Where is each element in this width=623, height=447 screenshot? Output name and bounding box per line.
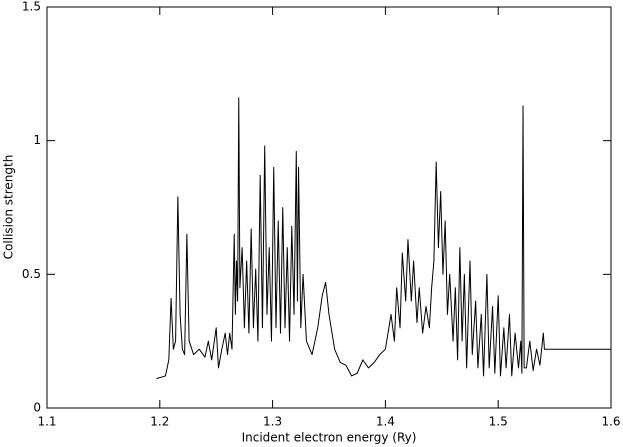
- x-tick-label: 1.4: [376, 415, 395, 429]
- y-axis-label: Collision strength: [2, 155, 16, 260]
- x-tick-label: 1.2: [150, 415, 169, 429]
- x-tick-label: 1.3: [263, 415, 282, 429]
- y-tick-label: 0: [33, 401, 41, 415]
- y-tick-label: 1: [33, 133, 41, 147]
- x-tick-label: 1.6: [601, 415, 620, 429]
- y-tick-label: 1.5: [22, 0, 41, 14]
- x-tick-label: 1.1: [37, 415, 56, 429]
- plot-frame: [46, 6, 612, 409]
- y-tick-label: 0.5: [22, 267, 41, 281]
- x-axis-label: Incident electron energy (Ry): [242, 431, 417, 445]
- x-tick-label: 1.5: [489, 415, 508, 429]
- data-line: [156, 97, 611, 380]
